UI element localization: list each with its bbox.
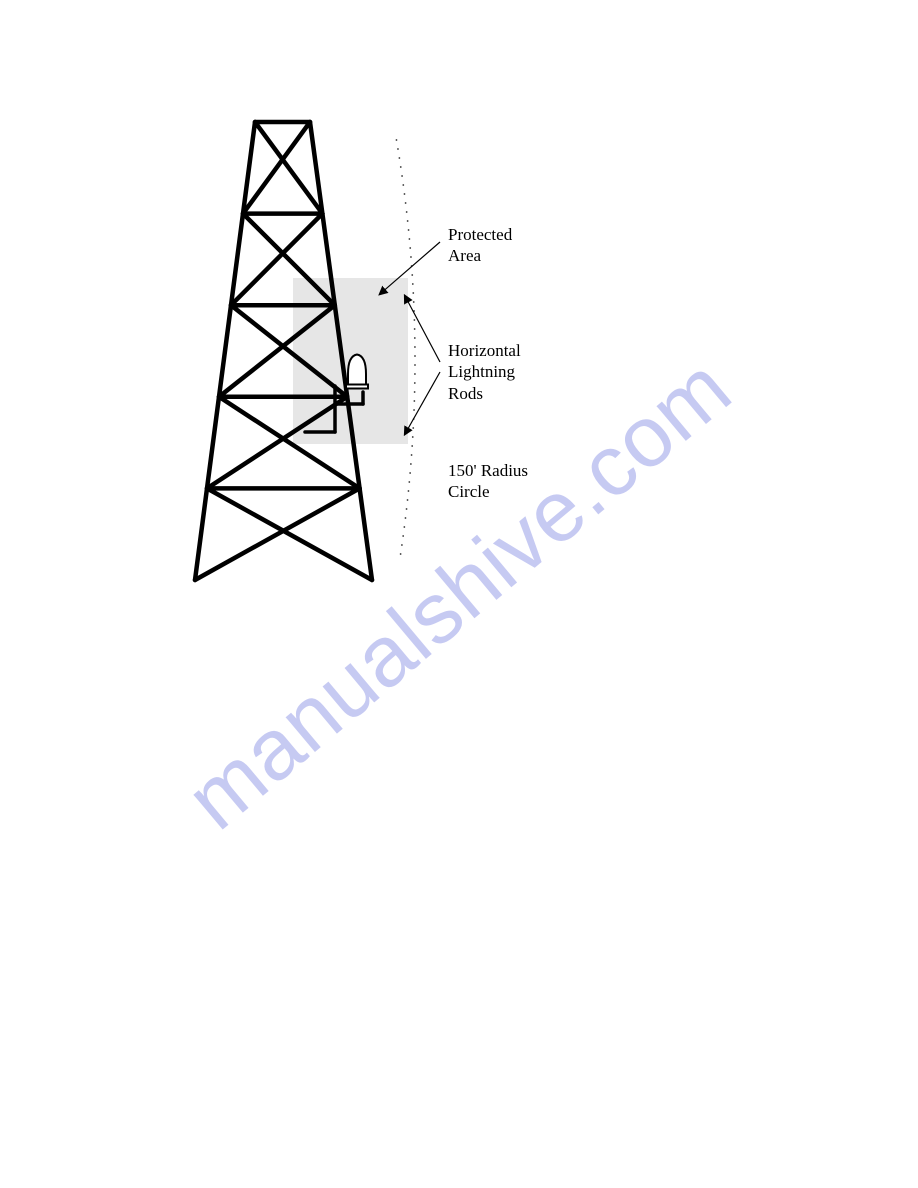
tower-diagram-svg: [0, 0, 918, 1188]
label-protected-area: Protected Area: [448, 224, 512, 267]
label-radius-circle: 150' Radius Circle: [448, 460, 528, 503]
diagram-container: Protected Area Horizontal Lightning Rods…: [0, 0, 918, 1188]
label-lightning-rods: Horizontal Lightning Rods: [448, 340, 521, 404]
